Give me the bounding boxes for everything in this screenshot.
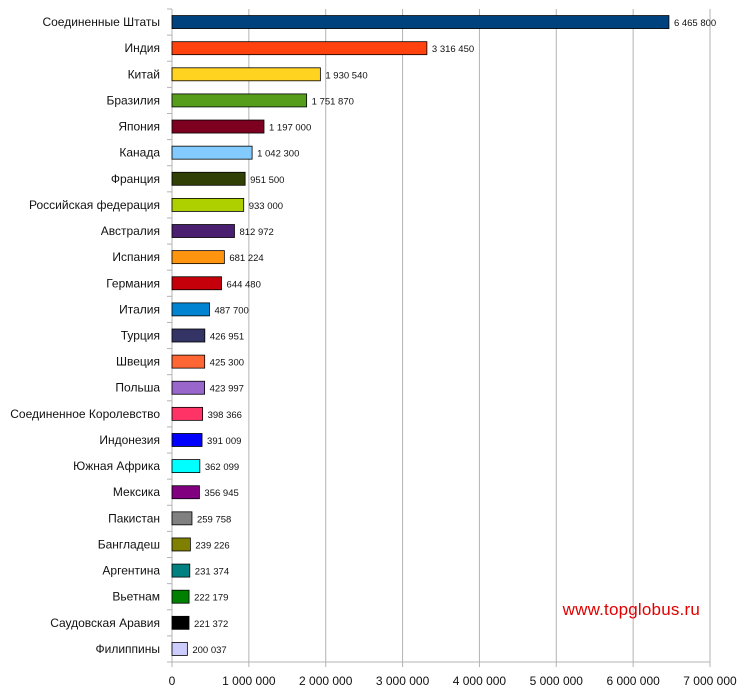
- value-label: 356 945: [204, 488, 238, 499]
- value-label: 1 197 000: [269, 123, 311, 134]
- bar: [171, 354, 206, 369]
- category-label: Соединенные Штаты: [42, 15, 160, 29]
- bar: [171, 563, 191, 578]
- category-label: Турция: [121, 329, 160, 343]
- x-tick-label: 7 000 000: [683, 674, 737, 688]
- category-label: Пакистан: [108, 511, 160, 525]
- bar: [171, 67, 321, 82]
- bar: [171, 589, 190, 604]
- value-label: 487 700: [214, 305, 248, 316]
- bar: [171, 224, 235, 238]
- value-label: 933 000: [249, 201, 283, 212]
- value-label: 259 758: [197, 514, 231, 525]
- value-label: 1 751 870: [312, 96, 354, 107]
- value-label: 391 009: [207, 436, 241, 447]
- category-label: Испания: [112, 250, 160, 264]
- value-label: 812 972: [239, 227, 273, 238]
- value-label: 6 465 800: [674, 18, 716, 29]
- bar: [171, 250, 225, 265]
- value-label: 951 500: [250, 175, 284, 186]
- value-label: 681 224: [229, 253, 263, 264]
- x-tick-label: 3 000 000: [376, 674, 430, 688]
- bar: [171, 615, 190, 630]
- value-label: 1 042 300: [257, 149, 299, 160]
- category-label: Италия: [119, 302, 160, 316]
- category-label: Мексика: [113, 485, 160, 499]
- watermark-text: www.topglobus.ru: [562, 600, 700, 619]
- bar: [171, 15, 670, 29]
- value-label: 644 480: [227, 279, 261, 290]
- x-tick-label: 4 000 000: [453, 674, 507, 688]
- bar: [171, 276, 222, 291]
- category-label: Вьетнам: [112, 590, 160, 604]
- value-label: 398 366: [208, 410, 242, 421]
- value-label: 221 372: [194, 619, 228, 630]
- category-label: Индия: [125, 41, 160, 55]
- bar: [171, 93, 308, 108]
- value-label: 426 951: [210, 332, 244, 343]
- category-label: Южная Африка: [73, 459, 160, 473]
- category-label: Германия: [106, 276, 160, 290]
- bar: [171, 485, 200, 500]
- category-label: Польша: [115, 381, 160, 395]
- bar: [171, 642, 188, 656]
- value-label: 231 374: [195, 567, 229, 578]
- x-tick-label: 2 000 000: [299, 674, 353, 688]
- value-label: 425 300: [210, 358, 244, 369]
- x-tick-label: 1 000 000: [222, 674, 276, 688]
- bar: [171, 459, 201, 474]
- value-label: 1 930 540: [325, 70, 367, 81]
- bar: [171, 119, 265, 134]
- category-label: Китай: [128, 67, 160, 81]
- category-label: Аргентина: [102, 564, 160, 578]
- x-tick-label: 0: [169, 674, 176, 688]
- bar: [171, 433, 203, 447]
- value-label: 362 099: [205, 462, 239, 473]
- category-label: Филиппины: [96, 642, 160, 656]
- bar: [171, 537, 191, 552]
- category-label: Российская федерация: [29, 198, 160, 212]
- bar: [171, 380, 205, 395]
- value-label: 200 037: [192, 645, 226, 656]
- category-label: Швеция: [116, 355, 160, 369]
- bar: [171, 328, 206, 343]
- x-tick-label: 5 000 000: [530, 674, 584, 688]
- value-label: 222 179: [194, 593, 228, 604]
- value-label: 423 997: [210, 384, 244, 395]
- value-label: 239 226: [195, 540, 229, 551]
- bar: [171, 406, 204, 421]
- bar: [171, 41, 428, 56]
- bar: [171, 145, 253, 160]
- bar: [171, 197, 245, 212]
- category-label: Бразилия: [107, 93, 161, 107]
- bar: [171, 171, 246, 186]
- value-label: 3 316 450: [432, 44, 474, 55]
- category-label: Япония: [118, 120, 160, 134]
- x-tick-label: 6 000 000: [606, 674, 660, 688]
- bar: [171, 302, 210, 317]
- category-label: Канада: [119, 146, 160, 160]
- category-label: Саудовская Аравия: [50, 616, 160, 630]
- category-label: Австралия: [101, 224, 160, 238]
- category-label: Соединенное Королевство: [10, 407, 160, 421]
- category-label: Индонезия: [99, 433, 160, 447]
- bar: [171, 511, 193, 526]
- category-label: Франция: [111, 172, 160, 186]
- category-label: Бангладеш: [98, 537, 160, 551]
